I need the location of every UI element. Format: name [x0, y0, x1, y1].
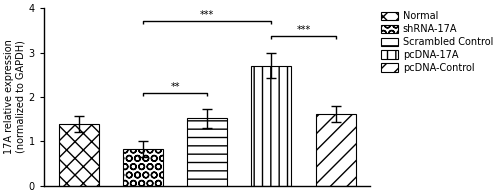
Bar: [252, 66, 292, 186]
Bar: [123, 149, 163, 186]
Bar: [58, 124, 98, 186]
Bar: [187, 118, 227, 186]
Y-axis label: 17A relative expression
(normalized to GAPDH): 17A relative expression (normalized to G…: [4, 40, 26, 154]
Bar: [316, 114, 356, 186]
Text: ***: ***: [296, 25, 310, 35]
Text: **: **: [170, 82, 180, 92]
Legend: Normal, shRNA-17A, Scrambled Control, pcDNA-17A, pcDNA-Control: Normal, shRNA-17A, Scrambled Control, pc…: [378, 9, 495, 75]
Text: ***: ***: [200, 10, 214, 20]
